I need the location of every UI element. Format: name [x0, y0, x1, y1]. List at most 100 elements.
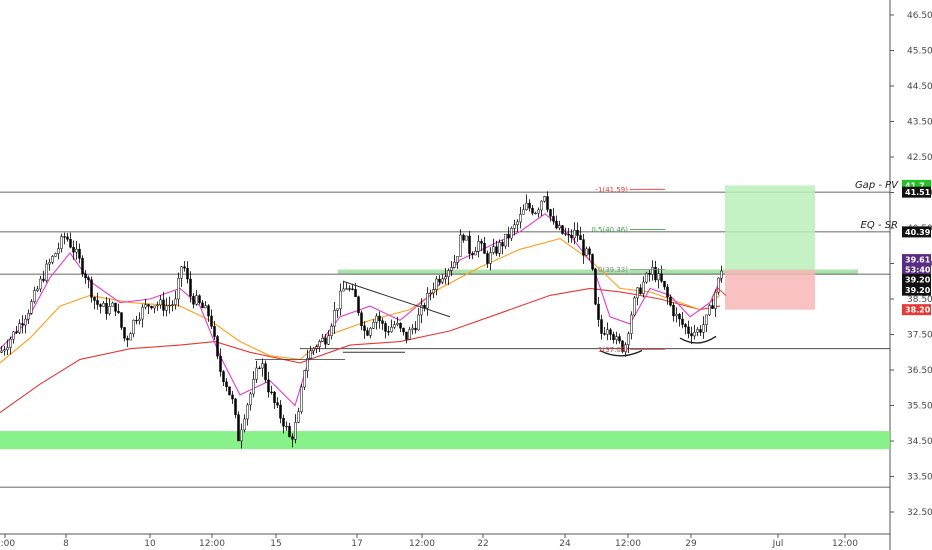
candle	[510, 226, 513, 242]
candle	[573, 222, 576, 245]
candle	[504, 233, 507, 249]
x-tick-label: 15	[270, 539, 281, 549]
candle	[24, 315, 27, 334]
candle	[318, 339, 321, 353]
arc-left	[599, 349, 643, 357]
candle	[366, 327, 369, 337]
candle	[288, 422, 291, 438]
candle	[540, 200, 543, 217]
candle	[624, 342, 627, 357]
candle	[561, 224, 564, 235]
candle	[270, 385, 273, 395]
candle	[120, 312, 123, 330]
x-tick-label: 12:00	[832, 539, 858, 549]
candle	[357, 295, 360, 316]
candle	[225, 378, 228, 392]
candle	[156, 301, 159, 311]
candle	[42, 270, 45, 283]
candle	[360, 310, 363, 331]
candle	[279, 400, 282, 424]
y-tick-label: 36.50	[907, 366, 932, 376]
zone-1	[338, 269, 858, 275]
candle	[396, 317, 399, 327]
entry-marker	[711, 287, 727, 298]
price-tag: 38.20	[902, 304, 931, 316]
x-ticks-layer: 2:00 8 10 12:00 15 17 12:00 22 24 12:00 29 Jul 12:00	[0, 534, 858, 549]
candle	[189, 271, 192, 303]
candle	[261, 358, 264, 377]
candle	[222, 370, 225, 387]
candle	[21, 315, 24, 334]
candle	[516, 219, 519, 232]
candle	[633, 295, 636, 317]
candle	[651, 260, 654, 281]
candle	[501, 239, 504, 255]
svg-text:39.61: 39.61	[905, 256, 931, 265]
candle	[456, 256, 459, 269]
candle	[315, 344, 318, 354]
candle	[219, 348, 222, 377]
candle	[450, 261, 453, 277]
target-box	[725, 185, 815, 270]
candle	[333, 301, 336, 334]
candle	[75, 240, 78, 260]
candle	[300, 383, 303, 414]
candle	[690, 326, 693, 345]
candle	[324, 333, 327, 349]
candle	[195, 289, 198, 306]
candle	[579, 226, 582, 240]
x-tick-label: 24	[559, 539, 571, 549]
trendline-upper	[342, 280, 451, 318]
candle	[495, 240, 498, 256]
candle	[207, 304, 210, 322]
drawings-layer	[255, 280, 727, 360]
candle	[69, 232, 72, 249]
candle	[30, 299, 33, 315]
x-tick-label: 12:00	[615, 539, 641, 549]
candle	[267, 371, 270, 398]
candle	[552, 207, 555, 225]
svg-text:38.20: 38.20	[905, 306, 931, 315]
candle	[336, 308, 339, 318]
candle	[597, 296, 600, 327]
candle	[462, 233, 465, 243]
candle	[543, 195, 546, 203]
level-annotation-0: Gap - PV	[855, 180, 899, 191]
y-tick-label: 37.50	[907, 331, 932, 341]
candle	[312, 347, 315, 356]
candle	[582, 233, 585, 264]
candle	[48, 258, 51, 271]
candle	[696, 327, 699, 337]
candle	[474, 246, 477, 256]
candle	[405, 331, 408, 344]
fib-label-2: 0(39.33)	[598, 266, 628, 274]
candle	[549, 208, 552, 222]
candle	[54, 252, 57, 257]
ma-line-ma-slow	[0, 287, 721, 414]
price-tag: 39.20	[902, 273, 931, 285]
candle	[522, 204, 525, 215]
candle	[663, 280, 666, 291]
x-tick-label: 8	[63, 539, 69, 549]
price-tag: 39.20	[902, 284, 931, 296]
candle	[621, 339, 624, 354]
candle	[90, 276, 93, 303]
candle	[60, 233, 63, 253]
candle	[393, 320, 396, 330]
candle	[606, 322, 609, 341]
candle	[483, 237, 486, 254]
candle	[309, 346, 312, 359]
candle	[345, 283, 348, 290]
candle	[558, 220, 561, 231]
candle	[204, 301, 207, 309]
candle	[138, 312, 141, 325]
candle	[720, 265, 723, 283]
candle	[213, 320, 216, 341]
candle	[627, 331, 630, 354]
trade-box-layer	[725, 185, 815, 310]
candle	[117, 303, 120, 314]
candle	[342, 280, 345, 292]
zone-0	[0, 431, 890, 450]
candle	[237, 411, 240, 442]
